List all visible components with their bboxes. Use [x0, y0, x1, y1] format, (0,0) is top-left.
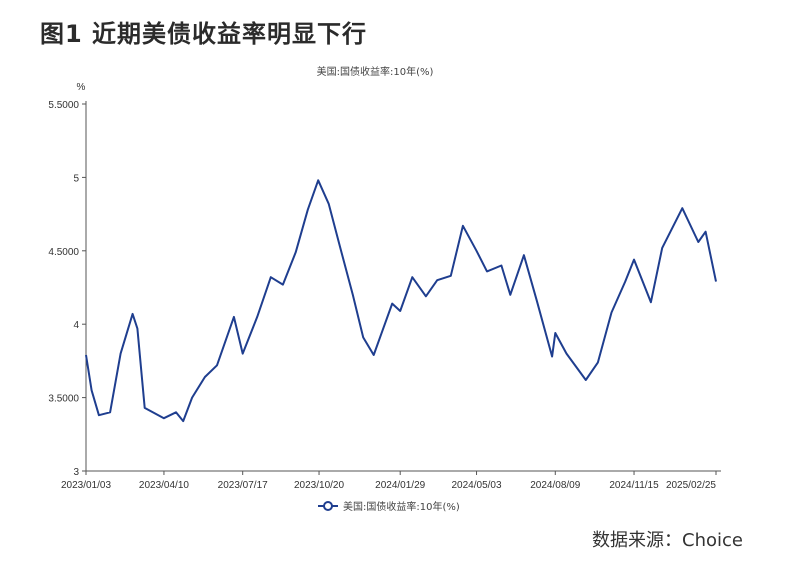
x-tick-label: 2025/02/25: [666, 480, 716, 491]
y-tick-label: 3: [73, 467, 79, 478]
figure-title: 图1 近期美债收益率明显下行: [40, 20, 368, 48]
x-tick-label: 2024/01/29: [375, 480, 425, 491]
y-tick-label: 5.5000: [48, 100, 79, 111]
x-tick-label: 2024/11/15: [609, 480, 659, 491]
legend: 美国:国债收益率:10年(%): [318, 500, 460, 513]
data-source: 数据来源：Choice: [592, 530, 743, 551]
y-tick-label: 4: [73, 320, 79, 331]
x-tick-label: 2024/05/03: [452, 480, 502, 491]
y-axis-unit: %: [77, 82, 86, 93]
x-axis-ticks: 2023/01/03 2023/04/10 2023/07/17 2023/10/20…: [61, 471, 717, 491]
x-tick-label: 2024/08/09: [530, 480, 580, 491]
legend-marker-icon: [323, 501, 333, 511]
y-tick-label: 5: [73, 173, 79, 184]
x-tick-label: 2023/10/20: [294, 480, 344, 491]
y-tick-label: 3.5000: [48, 394, 79, 405]
legend-label: 美国:国债收益率:10年(%): [343, 500, 460, 513]
y-axis-ticks: 3 3.5000 4 4.5000 5 5.5000: [48, 100, 86, 478]
x-tick-label: 2023/07/17: [218, 480, 268, 491]
x-tick-label: 2023/04/10: [139, 480, 189, 491]
chart-title: 美国:国债收益率:10年(%): [317, 65, 434, 78]
series-line-us-10y-yield: [85, 179, 717, 423]
y-tick-label: 4.5000: [48, 247, 79, 258]
x-tick-label: 2023/01/03: [61, 480, 111, 491]
